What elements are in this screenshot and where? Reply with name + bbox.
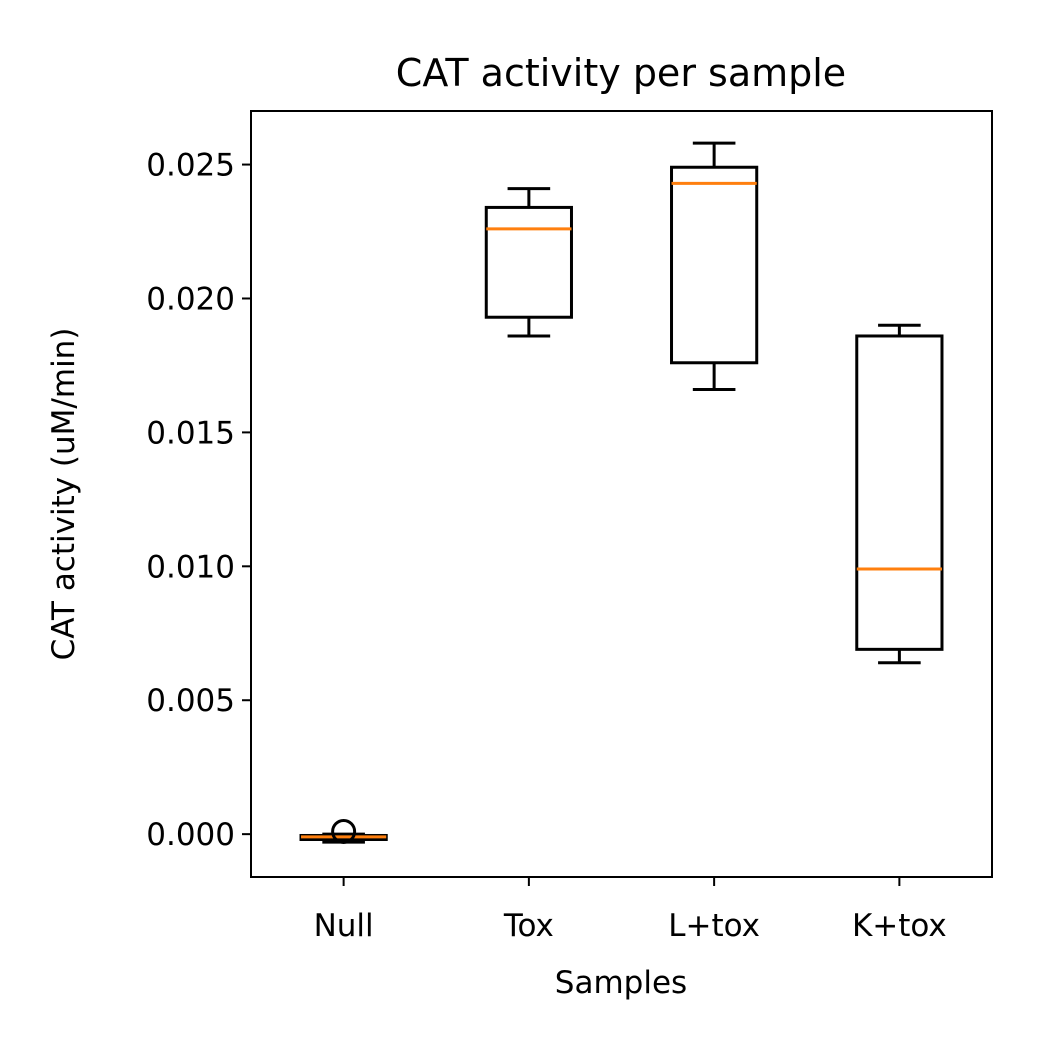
- box: [670, 165, 759, 365]
- box: [484, 205, 573, 319]
- x-tick-label: L+tox: [668, 908, 760, 944]
- y-tick-label: 0.020: [146, 281, 235, 317]
- chart-title: CAT activity per sample: [396, 51, 846, 95]
- y-tick-label: 0.005: [146, 683, 235, 719]
- y-tick-label: 0.025: [146, 148, 235, 184]
- x-axis-label: Samples: [555, 965, 687, 1001]
- plot-area: [299, 141, 944, 844]
- box-group-null: [299, 818, 388, 844]
- box-group-l-tox: [670, 141, 759, 392]
- outlier-point: [331, 818, 357, 844]
- x-tick-label: Tox: [503, 908, 554, 944]
- axes-frame: [250, 110, 993, 878]
- box-group-tox: [484, 187, 573, 338]
- x-tick-label: Null: [314, 908, 374, 944]
- x-tick-label: K+tox: [852, 908, 947, 944]
- y-tick-label: 0.000: [146, 817, 235, 853]
- box: [855, 334, 944, 651]
- x-axis: Null Tox L+tox K+tox: [314, 877, 947, 944]
- box-group-k-tox: [855, 323, 944, 665]
- y-tick-label: 0.010: [146, 549, 235, 585]
- y-axis-label: CAT activity (uM/min): [46, 328, 82, 661]
- y-axis: 0.000 0.005 0.010 0.015 0.020 0.025: [146, 148, 251, 853]
- y-tick-label: 0.015: [146, 415, 235, 451]
